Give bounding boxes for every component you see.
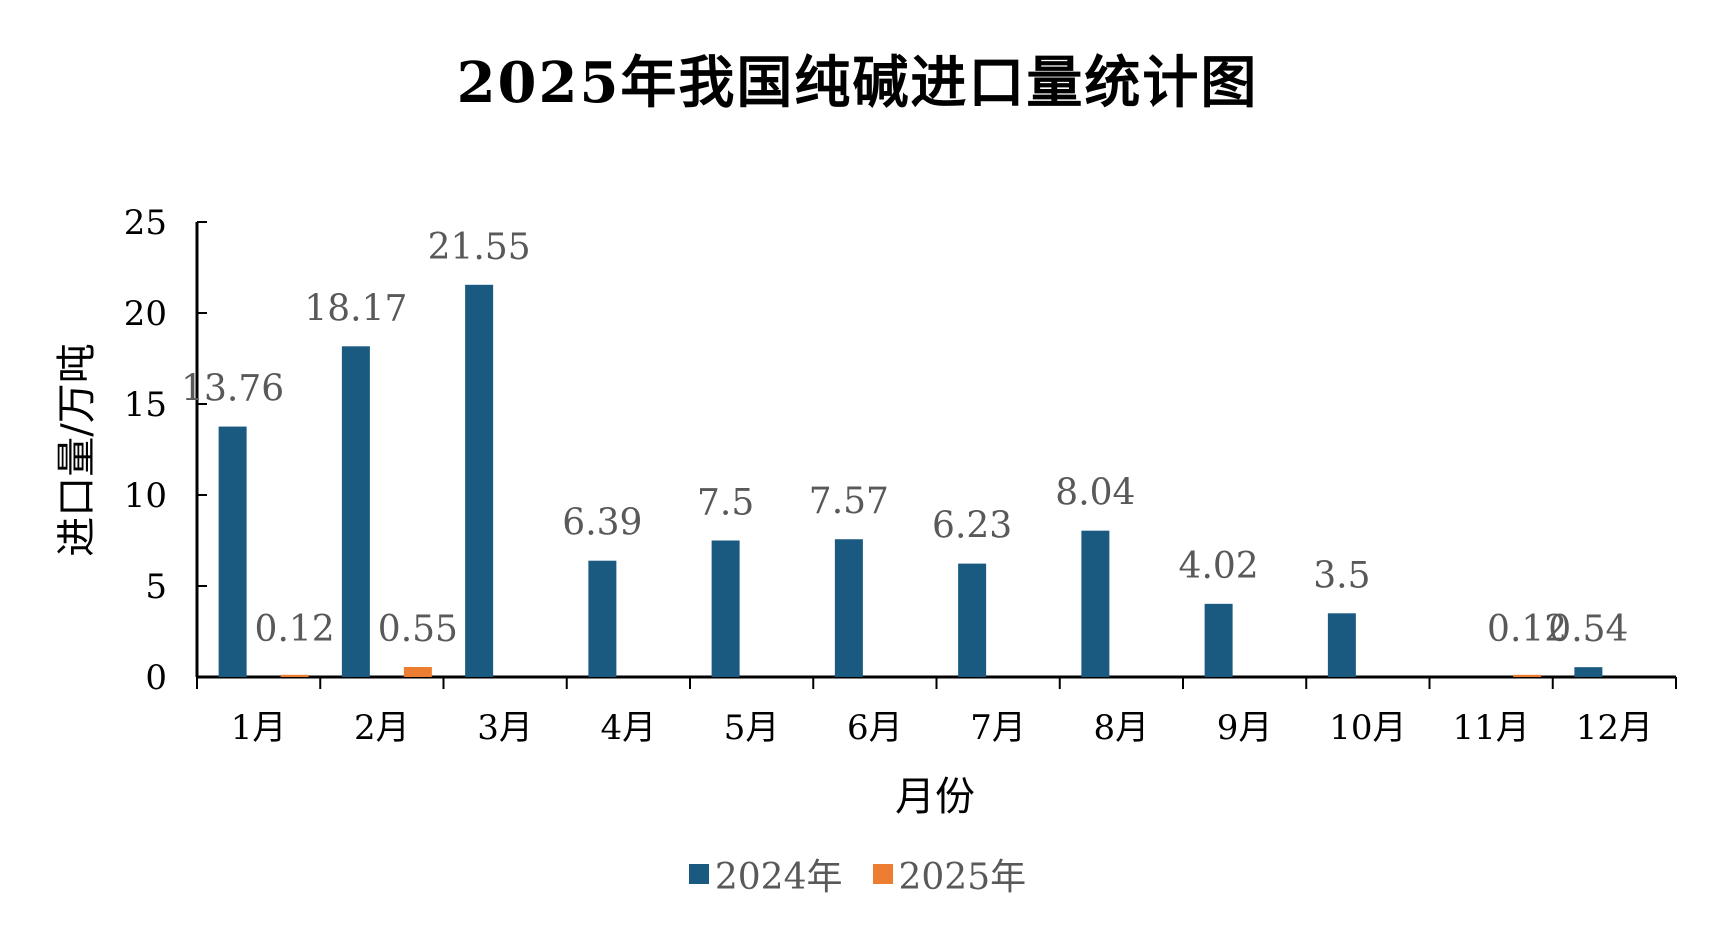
legend-swatch-2025 — [872, 864, 893, 884]
x-tick-label: 1月 — [231, 708, 287, 748]
bar-2024年-7月 — [958, 563, 987, 677]
y-tick-label: 20 — [124, 294, 167, 334]
data-label: 18.17 — [304, 288, 407, 329]
y-tick-label: 0 — [145, 658, 167, 698]
y-tick-label: 10 — [124, 476, 167, 516]
bar-2024年-3月 — [465, 284, 494, 677]
bar-2024年-9月 — [1204, 603, 1233, 677]
data-label: 0.12 — [255, 609, 335, 650]
x-tick-label: 6月 — [847, 708, 903, 748]
data-label: 6.23 — [932, 506, 1012, 547]
x-tick-label: 3月 — [477, 708, 533, 748]
data-label: 3.5 — [1313, 555, 1370, 596]
bar-2025年-1月 — [280, 674, 309, 677]
bar-2024年-5月 — [711, 540, 740, 677]
data-label: 6.39 — [562, 503, 642, 544]
data-label: 8.04 — [1055, 473, 1135, 514]
y-tick-label: 15 — [124, 385, 167, 425]
legend-label-2024: 2024年 — [714, 857, 843, 898]
bar-2025年-2月 — [403, 666, 432, 677]
x-tick-label: 12月 — [1576, 708, 1653, 748]
x-axis-title: 月份 — [895, 774, 975, 820]
y-axis-title: 进口量/万吨 — [54, 343, 100, 556]
x-tick-label: 7月 — [970, 708, 1026, 748]
bar-2024年-4月 — [588, 560, 617, 677]
x-tick-label: 9月 — [1217, 708, 1273, 748]
x-tick-label: 5月 — [724, 708, 780, 748]
bar-2024年-6月 — [834, 539, 863, 677]
data-label: 0.55 — [378, 609, 458, 650]
y-tick-label: 25 — [124, 203, 167, 243]
legend: 2024年 2025年 — [0, 848, 1715, 900]
data-label: 0.12 — [1487, 609, 1567, 650]
bar-2024年-1月 — [218, 426, 247, 677]
data-label: 7.57 — [809, 481, 889, 522]
data-label: 13.76 — [181, 369, 284, 410]
x-tick-label: 2月 — [354, 708, 410, 748]
data-label: 21.55 — [428, 227, 531, 268]
x-tick-label: 4月 — [601, 708, 657, 748]
legend-item-2024: 2024年 — [688, 848, 843, 900]
data-label: 0.54 — [1548, 609, 1628, 650]
data-label: 4.02 — [1179, 546, 1259, 587]
bar-2024年-12月 — [1574, 667, 1603, 677]
data-label: 7.5 — [697, 483, 754, 524]
legend-label-2025: 2025年 — [898, 857, 1027, 898]
y-tick-label: 5 — [145, 567, 167, 607]
bar-2025年-11月 — [1513, 674, 1542, 677]
bar-2024年-2月 — [341, 346, 370, 677]
x-tick-label: 11月 — [1452, 708, 1529, 748]
bar-2024年-8月 — [1081, 530, 1110, 677]
bar-2024年-10月 — [1327, 613, 1356, 677]
legend-swatch-2024 — [688, 864, 709, 884]
chart-title: 2025年我国纯碱进口量统计图 — [456, 50, 1259, 116]
x-tick-label: 10月 — [1329, 708, 1406, 748]
legend-item-2025: 2025年 — [872, 848, 1027, 900]
x-tick-label: 8月 — [1094, 708, 1150, 748]
